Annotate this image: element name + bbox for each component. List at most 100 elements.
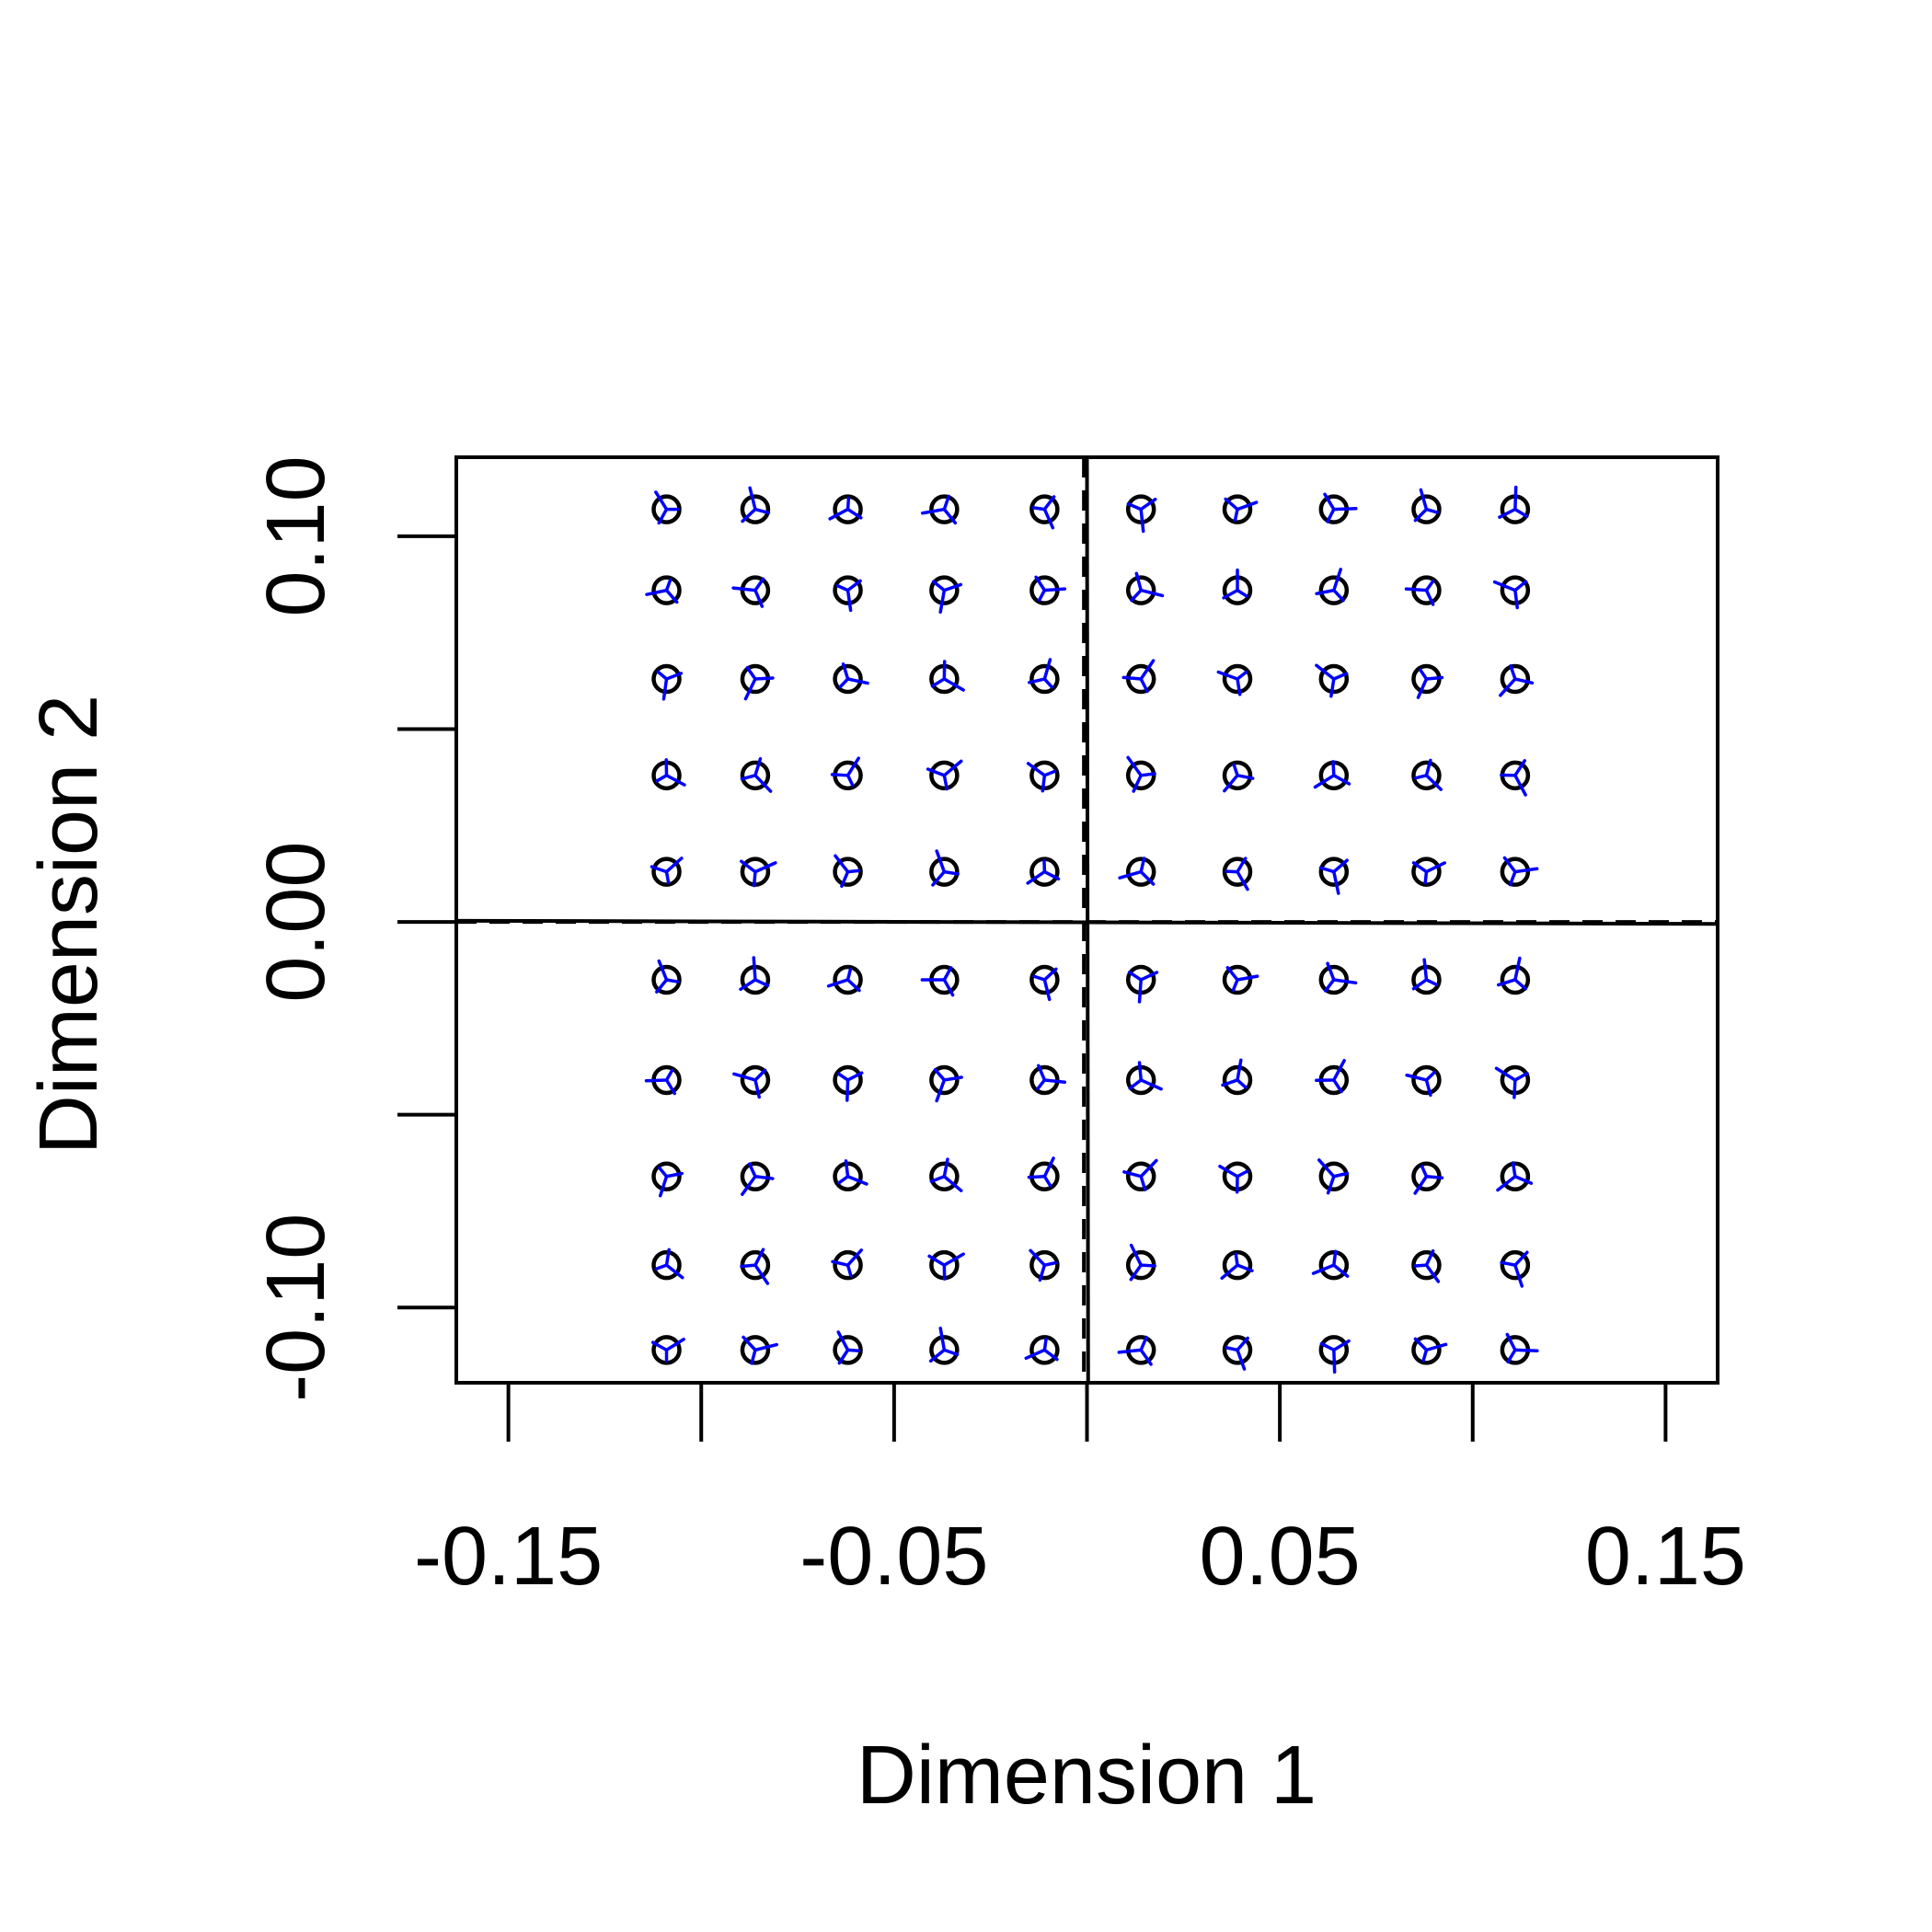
data-point	[1222, 857, 1253, 887]
vector-mark	[1042, 869, 1061, 881]
vector-mark	[933, 1067, 947, 1082]
vector-mark	[1404, 587, 1429, 592]
vector-mark	[661, 677, 669, 701]
vector-mark	[1042, 769, 1057, 777]
vector-mark	[655, 978, 669, 994]
vector-mark	[1232, 763, 1239, 777]
vector-mark	[1042, 677, 1054, 689]
vector-mark	[1031, 506, 1047, 512]
vector-mark	[664, 869, 671, 885]
data-point	[1029, 1249, 1060, 1281]
vector-mark	[1122, 1170, 1143, 1179]
vector-mark	[845, 1263, 853, 1278]
vector-mark	[1424, 675, 1444, 681]
vector-mark	[1128, 1078, 1143, 1090]
vector-mark	[1502, 856, 1517, 874]
vector-mark	[1236, 588, 1248, 598]
vector-mark	[845, 868, 861, 874]
vector-mark	[835, 583, 850, 592]
vector-mark	[1139, 659, 1156, 681]
vector-mark	[1132, 774, 1143, 793]
vector-mark	[1042, 967, 1058, 982]
data-point	[833, 857, 863, 887]
vector-mark	[657, 507, 669, 525]
vector-mark	[1513, 774, 1527, 797]
vector-mark	[1218, 1164, 1239, 1179]
vector-mark	[1225, 1346, 1239, 1352]
vector-mark	[1492, 580, 1517, 592]
vector-mark	[1118, 869, 1143, 880]
vector-mark	[753, 1068, 767, 1082]
data-point	[740, 1335, 771, 1365]
data-point	[1411, 1064, 1442, 1096]
vector-mark	[1222, 588, 1239, 600]
x-tick-label: -0.05	[799, 1511, 988, 1603]
vector-mark	[1221, 1078, 1239, 1087]
data-point	[833, 964, 863, 995]
vector-mark	[1424, 978, 1438, 986]
data-point	[1222, 964, 1253, 995]
vector-mark	[920, 507, 947, 515]
vector-mark	[1139, 1263, 1156, 1268]
vector-mark	[1411, 861, 1429, 874]
vector-mark	[1126, 755, 1143, 777]
data-point	[1411, 494, 1442, 524]
axes: -0.15 -0.05 0.05 0.15 -0.10 0.00 0.10	[250, 455, 1746, 1603]
vector-mark	[1332, 1339, 1351, 1352]
data-point	[740, 494, 771, 524]
vector-mark	[837, 1174, 850, 1185]
data-point	[1500, 1161, 1531, 1191]
data-point	[1222, 663, 1253, 695]
data-point	[1029, 663, 1060, 695]
data-point	[929, 1064, 960, 1096]
vector-mark	[826, 978, 850, 988]
vector-mark	[752, 869, 757, 888]
vector-mark	[743, 677, 757, 701]
vector-mark	[1139, 869, 1156, 886]
vector-mark	[658, 1166, 669, 1179]
vector-mark	[1332, 774, 1351, 786]
vector-mark	[1134, 571, 1143, 592]
vector-mark	[926, 767, 947, 777]
vector-mark	[1139, 1078, 1163, 1091]
vector-mark	[1137, 1061, 1143, 1082]
vector-mark	[1513, 580, 1528, 592]
vector-mark	[841, 662, 850, 681]
data-point	[1318, 1161, 1350, 1191]
vector-mark	[1139, 857, 1146, 874]
vector-mark	[1027, 1174, 1047, 1179]
data-point	[651, 964, 682, 995]
vector-mark	[1513, 485, 1518, 512]
vector-mark	[1127, 971, 1143, 982]
vector-mark	[1332, 1263, 1350, 1278]
vector-mark	[742, 1335, 757, 1352]
vector-mark	[753, 1342, 778, 1352]
x-tick-label: 0.15	[1585, 1511, 1746, 1603]
vector-mark	[1315, 588, 1336, 595]
vector-mark	[739, 978, 757, 992]
vector-mark	[1413, 1263, 1429, 1268]
vector-mark	[1500, 1260, 1517, 1267]
vector-mark	[1413, 507, 1429, 523]
vector-mark	[1332, 869, 1340, 895]
vector-mark	[1026, 869, 1047, 885]
vector-mark	[1313, 774, 1336, 789]
vector-mark	[1513, 588, 1519, 610]
data-point	[833, 1249, 863, 1281]
vector-mark	[1332, 1171, 1350, 1179]
vector-mark	[1419, 488, 1429, 512]
data-point	[1411, 760, 1442, 791]
vector-mark	[1420, 1165, 1429, 1179]
vector-mark	[1024, 1348, 1047, 1361]
vector-mark	[740, 1263, 757, 1269]
vector-mark	[753, 1263, 770, 1285]
vector-mark	[1139, 971, 1159, 982]
vector-mark	[1424, 1263, 1441, 1283]
data-point	[1411, 857, 1442, 887]
data-point	[740, 1064, 771, 1096]
vector-mark	[654, 1263, 669, 1271]
vector-mark	[1413, 1337, 1429, 1352]
vector-mark	[740, 859, 757, 874]
data-point	[1411, 1335, 1442, 1365]
